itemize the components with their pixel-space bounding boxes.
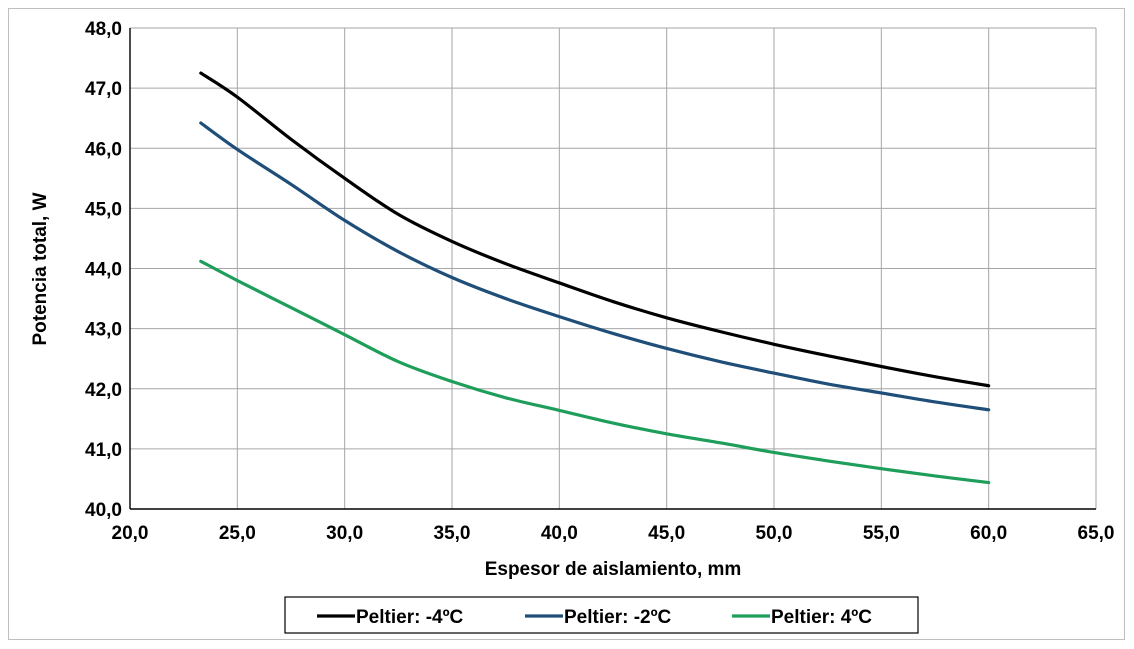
y-tick-label: 47,0 — [85, 79, 122, 100]
y-tick-label: 40,0 — [85, 500, 122, 521]
x-tick-labels: 20,0 25,0 30,0 35,0 40,0 45,0 50,0 55,0 60,0 65,0 — [112, 523, 1115, 544]
y-tick-labels: 40,0 41,0 42,0 43,0 44,0 45,0 46,0 47,0 48,0 — [85, 19, 122, 521]
y-tick-label: 45,0 — [85, 199, 122, 220]
y-tick-label: 48,0 — [85, 19, 122, 40]
x-tick-label: 40,0 — [541, 523, 578, 544]
x-tick-label: 50,0 — [756, 523, 793, 544]
chart-frame — [8, 8, 1125, 640]
legend-label-3: Peltier: 4ºC — [771, 607, 872, 628]
x-tick-label: 20,0 — [112, 523, 149, 544]
legend-items: Peltier: -4ºC Peltier: -2ºC Peltier: 4ºC — [317, 607, 872, 628]
x-tick-label: 60,0 — [970, 523, 1007, 544]
x-tick-label: 25,0 — [219, 523, 256, 544]
y-tick-label: 41,0 — [85, 440, 122, 461]
grid — [129, 27, 1097, 510]
y-tick-label: 44,0 — [85, 260, 122, 281]
x-tick-label: 65,0 — [1078, 523, 1115, 544]
x-tick-label: 35,0 — [434, 523, 471, 544]
x-tick-label: 30,0 — [326, 523, 363, 544]
y-tick-label: 43,0 — [85, 320, 122, 341]
y-tick-label: 42,0 — [85, 380, 122, 401]
axes — [129, 28, 1096, 510]
series-lines — [199, 71, 991, 485]
legend: Peltier: -4ºC Peltier: -2ºC Peltier: 4ºC — [284, 596, 919, 634]
legend-label-1: Peltier: -4ºC — [356, 607, 464, 628]
x-tick-label: 55,0 — [863, 523, 900, 544]
legend-box — [284, 596, 919, 634]
y-axis-title: Potencia total, W — [30, 192, 51, 345]
x-tick-label: 45,0 — [648, 523, 685, 544]
series-line-2 — [199, 121, 991, 412]
series-line-3 — [199, 259, 991, 485]
y-tick-label: 46,0 — [85, 139, 122, 160]
x-axis-title: Espesor de aislamiento, mm — [485, 559, 742, 580]
series-line-1 — [199, 71, 991, 388]
legend-label-2: Peltier: -2ºC — [564, 607, 672, 628]
